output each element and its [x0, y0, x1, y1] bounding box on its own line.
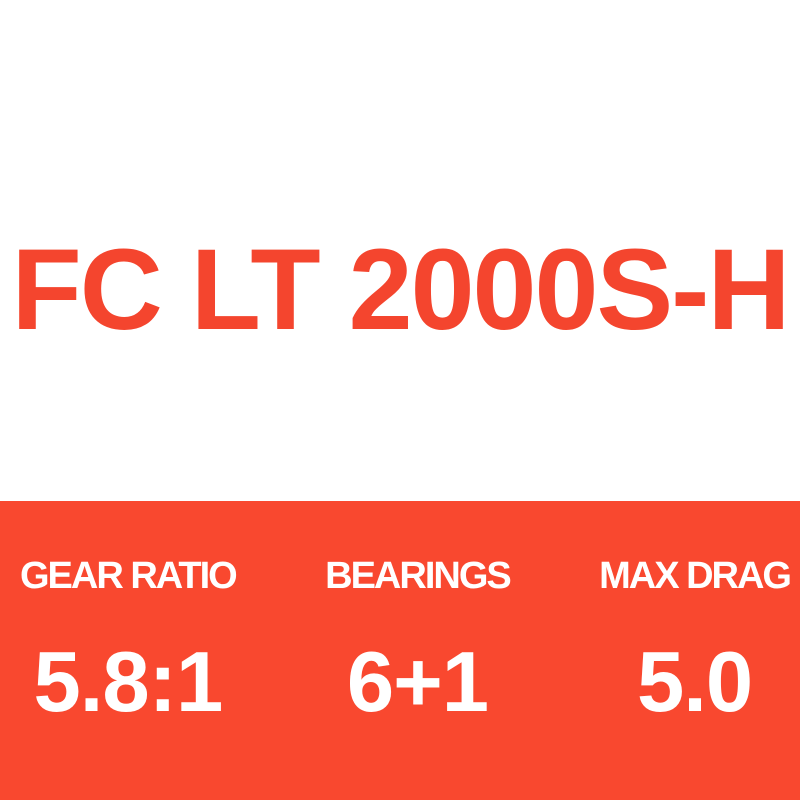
- specs-band: GEAR RATIO 5.8:1 BEARINGS 6+1 MAX DRAG 5…: [0, 501, 800, 800]
- gear-ratio-label: GEAR RATIO: [20, 555, 238, 597]
- max-drag-label: MAX DRAG: [599, 555, 792, 597]
- bearings-label: BEARINGS: [325, 555, 512, 597]
- max-drag-value: 5.0: [636, 635, 753, 730]
- product-title: FC LT 2000S-H: [11, 226, 790, 354]
- spec-column-gear-ratio: GEAR RATIO 5.8:1: [20, 555, 238, 800]
- spec-column-max-drag: MAX DRAG 5.0: [599, 555, 792, 800]
- gear-ratio-value: 5.8:1: [33, 635, 224, 730]
- bearings-value: 6+1: [346, 635, 489, 730]
- spec-column-bearings: BEARINGS 6+1: [325, 555, 512, 800]
